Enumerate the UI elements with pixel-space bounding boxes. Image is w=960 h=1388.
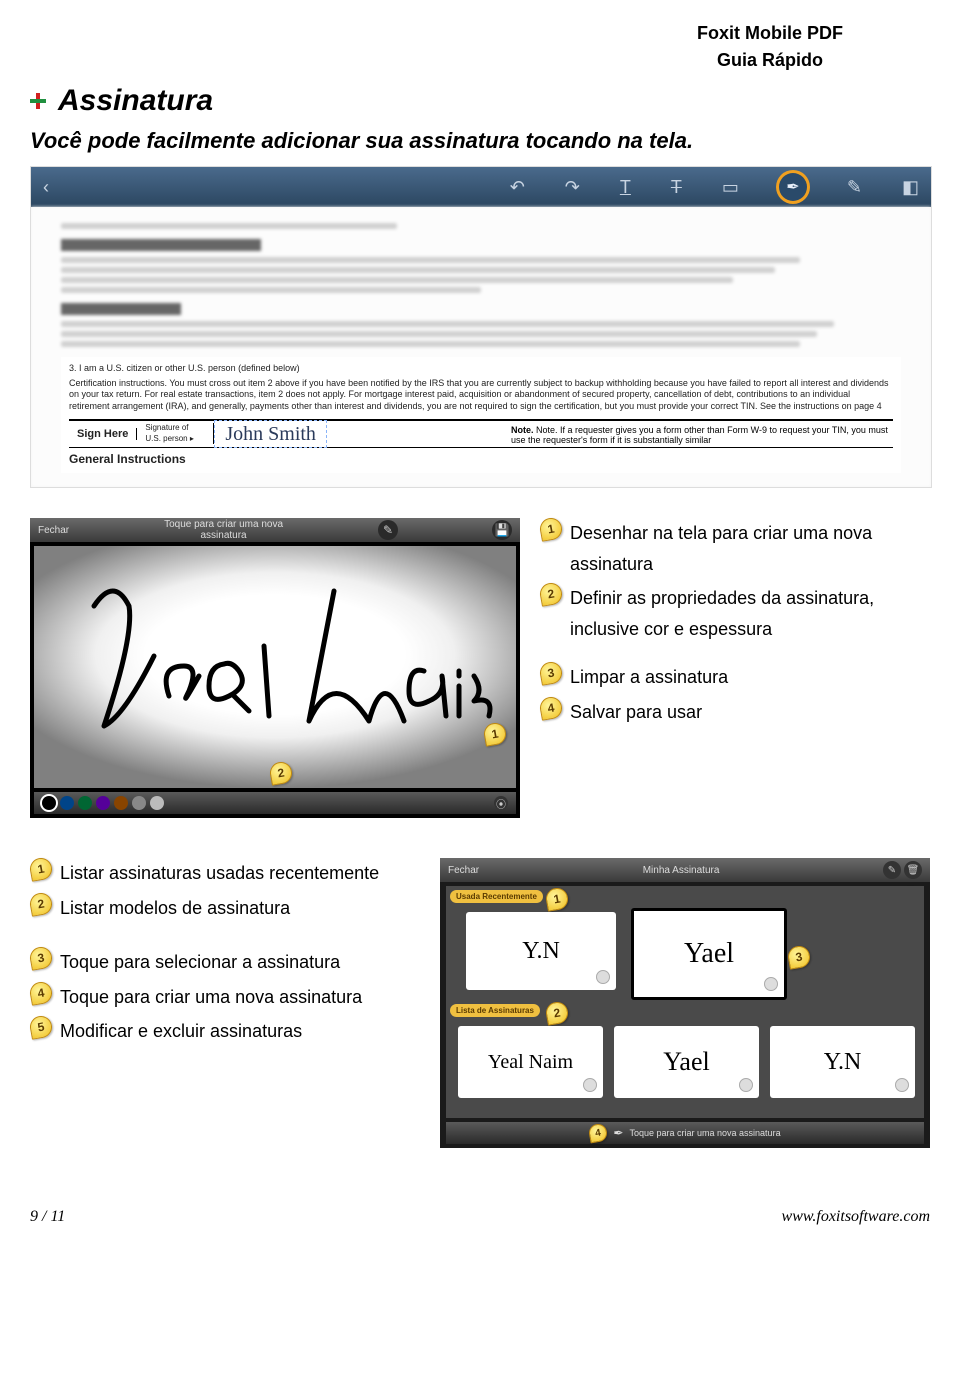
clear-icon[interactable]: ✎ [378, 520, 398, 540]
undo-icon[interactable]: ↶ [510, 177, 525, 198]
signature-palette-bar: ⦿ [34, 792, 516, 814]
marker-3b: 3 [786, 944, 811, 969]
back-icon[interactable]: ‹ [43, 177, 49, 198]
pdf-toolbar: ‹ ↶ ↷ T T ▭ ✒ ✎ ◧ [31, 167, 931, 207]
general-instructions-heading: General Instructions [69, 452, 893, 468]
color-green[interactable] [78, 796, 92, 810]
signature-canvas[interactable] [34, 546, 516, 788]
legend-text-3: Limpar a assinatura [570, 662, 930, 693]
sig-text-2: Yael [684, 938, 734, 970]
signature-editor-legend: 1 Desenhar na tela para criar uma nova a… [540, 518, 930, 732]
siglist-topbar: Fechar Minha Assinatura ✎ 🗑 [440, 858, 930, 882]
title-row: Assinatura [30, 84, 930, 118]
close-button[interactable]: Fechar [38, 525, 69, 536]
legend-text-2: Definir as propriedades da assinatura, i… [570, 583, 930, 644]
legend-text-4: Salvar para usar [570, 697, 930, 728]
text-tool-icon[interactable]: T [620, 177, 631, 198]
pill-recent: Usada Recentemente [450, 890, 543, 903]
signature-editor-topbar: Fechar Toque para criar uma nova assinat… [30, 518, 520, 542]
footer-url: www.foxitsoftware.com [782, 1208, 930, 1226]
certification-text: Certification instructions. You must cro… [69, 378, 893, 413]
page-title: Assinatura [58, 84, 213, 118]
page-footer: 9 / 11 www.foxitsoftware.com [30, 1208, 930, 1226]
legend-text-1: Desenhar na tela para criar uma nova ass… [570, 518, 930, 579]
plus-icon [30, 93, 46, 109]
marker-4b: 4 [588, 1123, 609, 1144]
signature-of-label: Signature of U.S. person ▸ [137, 423, 214, 444]
signature-field[interactable]: John Smith [214, 420, 327, 448]
strike-tool-icon[interactable]: T [671, 177, 682, 198]
close-button-2[interactable]: Fechar [448, 865, 479, 876]
color-purple[interactable] [96, 796, 110, 810]
form-note: Note. Note. If a requester gives you a f… [511, 425, 891, 445]
color-black[interactable] [42, 796, 56, 810]
siglist-bottom-prompt: Toque para criar uma nova assinatura [629, 1128, 780, 1138]
legend2-text-1: Listar assinaturas usadas recentemente [60, 858, 420, 889]
sig-text-1: Y.N [522, 938, 560, 965]
legend2-badge-5: 5 [28, 1015, 53, 1040]
legend-badge-4: 4 [538, 695, 563, 720]
signature-card-5[interactable]: Y.N [770, 1026, 915, 1098]
header-block: Foxit Mobile PDF Guia Rápido [610, 20, 930, 74]
product-name: Foxit Mobile PDF [610, 20, 930, 47]
form-visible-strip: 3. I am a U.S. citizen or other U.S. per… [61, 357, 901, 473]
legend2-badge-4: 4 [28, 980, 53, 1005]
marker-2b: 2 [544, 1000, 569, 1025]
pencil-tool-icon[interactable]: ✎ [847, 177, 862, 198]
legend2-text-3: Toque para selecionar a assinatura [60, 947, 420, 978]
signature-prompt: Toque para criar uma nova assinatura [159, 519, 288, 541]
drawn-signature [34, 546, 514, 776]
thickness-icon[interactable]: ⦿ [494, 796, 508, 810]
intro-text: Você pode facilmente adicionar sua assin… [30, 128, 930, 154]
page-number: 9 / 11 [30, 1208, 65, 1226]
signature-card-4[interactable]: Yael [614, 1026, 759, 1098]
screenshot-signature-list: Fechar Minha Assinatura ✎ 🗑 5 Usada Rece… [440, 858, 930, 1148]
legend-badge-3: 3 [538, 661, 563, 686]
color-grey[interactable] [132, 796, 146, 810]
legend2-badge-1: 1 [28, 856, 53, 881]
signature-list-legend: 1Listar assinaturas usadas recentemente … [30, 858, 420, 1051]
redo-icon[interactable]: ↷ [565, 177, 580, 198]
signature-tool-icon[interactable]: ✒ [779, 173, 807, 201]
legend2-badge-2: 2 [28, 891, 53, 916]
save-icon[interactable]: 💾 [492, 520, 512, 540]
screenshot-form-signature: ‹ ↶ ↷ T T ▭ ✒ ✎ ◧ 1/4 3. I am a U.S. cit… [30, 166, 932, 488]
color-light[interactable] [150, 796, 164, 810]
screenshot-create-signature: Fechar Toque para criar uma nova assinat… [30, 518, 520, 818]
form-note-text: Note. If a requester gives you a form ot… [511, 425, 888, 445]
color-brown[interactable] [114, 796, 128, 810]
sig-text-5: Y.N [824, 1049, 862, 1076]
pill-list: Lista de Assinaturas [450, 1004, 540, 1017]
legend2-text-2: Listar modelos de assinatura [60, 893, 420, 924]
color-blue[interactable] [60, 796, 74, 810]
delete-icon[interactable]: 🗑 [904, 861, 922, 879]
legend-badge-2: 2 [538, 581, 563, 606]
sig-text-3: Yeal Naim [488, 1051, 573, 1074]
legend-badge-1: 1 [538, 516, 563, 541]
eraser-tool-icon[interactable]: ◧ [902, 177, 919, 198]
signature-card-2-selected[interactable]: Yael [631, 908, 787, 1000]
sig-text-4: Yael [663, 1047, 709, 1077]
legend2-text-4: Toque para criar uma nova assinatura [60, 982, 420, 1013]
signature-card-1[interactable]: Y.N [466, 912, 616, 990]
signature-card-3[interactable]: Yeal Naim [458, 1026, 603, 1098]
legend2-badge-3: 3 [28, 945, 53, 970]
product-subtitle: Guia Rápido [610, 47, 930, 74]
form-item-3: 3. I am a U.S. citizen or other U.S. per… [69, 363, 893, 375]
siglist-body: Usada Recentemente 1 Y.N Yael 3 Lista de… [446, 886, 924, 1118]
edit-icon[interactable]: ✎ [883, 861, 901, 879]
sign-here-label: Sign Here [69, 428, 137, 440]
siglist-title: Minha Assinatura [479, 865, 883, 876]
marker-1b: 1 [544, 886, 569, 911]
note-tool-icon[interactable]: ▭ [722, 177, 739, 198]
legend2-text-5: Modificar e excluir assinaturas [60, 1016, 420, 1047]
siglist-bottombar[interactable]: 4 ✒ Toque para criar uma nova assinatura [446, 1122, 924, 1144]
